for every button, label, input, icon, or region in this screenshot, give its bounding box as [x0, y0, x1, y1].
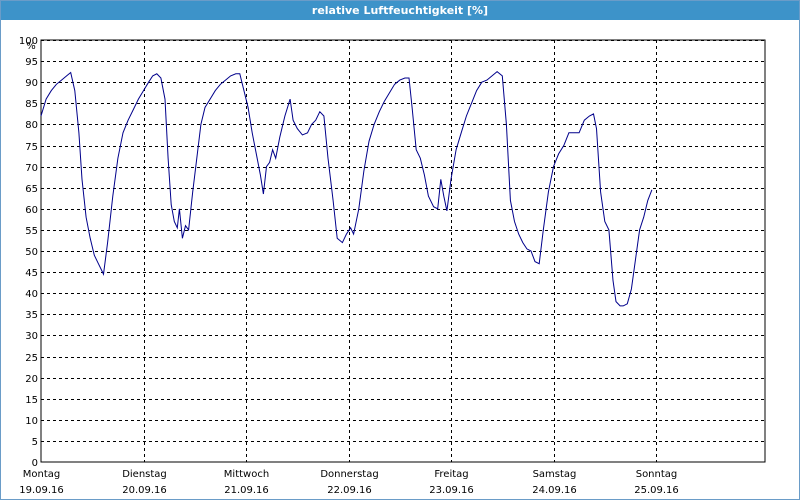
- x-tick-day-label: Dienstag: [122, 469, 167, 480]
- grid: [41, 40, 765, 462]
- y-tick-label: 35: [25, 310, 38, 321]
- y-tick-label: 100: [19, 36, 38, 47]
- y-tick-label: 40: [25, 289, 38, 300]
- y-tick-label: 15: [25, 395, 38, 406]
- y-tick-label: 85: [25, 99, 38, 110]
- x-axis: Montag 19.09.16 Dienstag 20.09.16 Mittwoch 21…: [19, 469, 679, 496]
- y-tick-label: 25: [25, 353, 38, 364]
- x-tick-day-label: Sonntag: [636, 469, 678, 480]
- y-tick-label: 30: [25, 331, 38, 342]
- x-tick-date-label: 21.09.16: [224, 485, 269, 496]
- x-tick-date-label: 22.09.16: [327, 485, 372, 496]
- x-tick-date-label: 19.09.16: [19, 485, 64, 496]
- y-tick-label: 90: [25, 78, 38, 89]
- y-tick-label: 65: [25, 184, 38, 195]
- y-tick-label: 0: [32, 458, 38, 469]
- y-tick-label: 50: [25, 247, 38, 258]
- y-tick-label: 55: [25, 226, 38, 237]
- y-tick-label: 45: [25, 268, 38, 279]
- x-tick-day-label: Mittwoch: [224, 469, 269, 480]
- y-tick-label: 95: [25, 57, 38, 68]
- y-tick-label: 20: [25, 374, 38, 385]
- y-tick-label: 75: [25, 142, 38, 153]
- x-tick-day-label: Montag: [23, 469, 60, 480]
- window-title: relative Luftfeuchtigkeit [%]: [1, 1, 799, 20]
- x-tick-date-label: 25.09.16: [634, 485, 679, 496]
- x-tick-date-label: 24.09.16: [532, 485, 577, 496]
- y-tick-label: 70: [25, 163, 38, 174]
- x-tick-day-label: Donnerstag: [320, 469, 378, 480]
- y-tick-label: 5: [32, 437, 38, 448]
- y-tick-label: 60: [25, 205, 38, 216]
- y-tick-label: 10: [25, 416, 38, 427]
- y-tick-label: 80: [25, 120, 38, 131]
- x-tick-date-label: 20.09.16: [122, 485, 167, 496]
- humidity-series-line: [40, 70, 653, 307]
- x-tick-day-label: Samstag: [533, 469, 577, 480]
- x-tick-date-label: 23.09.16: [429, 485, 474, 496]
- y-axis-label: %: [26, 41, 36, 52]
- y-axis: 0 5 10 15 20 25 30 35 40 45 50 55 60 65 70 75 80 85 90 95 10…: [19, 36, 38, 469]
- x-tick-day-label: Freitag: [434, 469, 468, 480]
